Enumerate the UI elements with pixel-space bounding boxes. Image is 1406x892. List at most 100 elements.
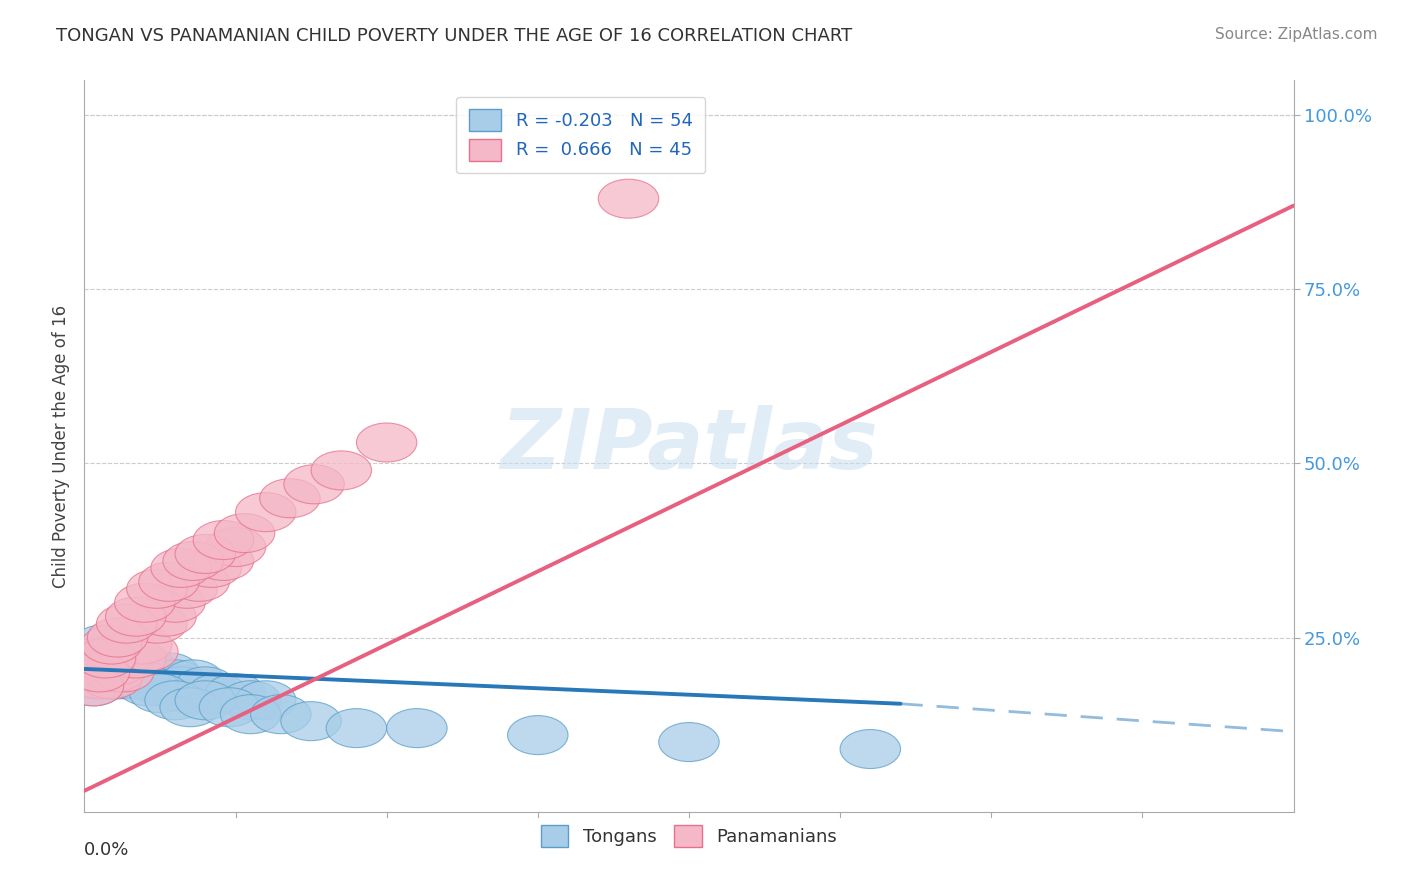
Ellipse shape: [84, 653, 145, 692]
Ellipse shape: [76, 639, 136, 678]
Ellipse shape: [599, 179, 659, 219]
Ellipse shape: [69, 639, 129, 678]
Ellipse shape: [659, 723, 720, 762]
Ellipse shape: [72, 625, 132, 664]
Ellipse shape: [118, 632, 179, 671]
Ellipse shape: [157, 673, 218, 713]
Ellipse shape: [157, 569, 218, 608]
Ellipse shape: [60, 653, 121, 692]
Ellipse shape: [214, 514, 274, 552]
Ellipse shape: [66, 646, 127, 685]
Ellipse shape: [281, 702, 342, 740]
Ellipse shape: [150, 549, 211, 588]
Ellipse shape: [82, 646, 142, 685]
Ellipse shape: [236, 492, 297, 532]
Ellipse shape: [87, 660, 148, 698]
Ellipse shape: [105, 597, 166, 636]
Y-axis label: Child Poverty Under the Age of 16: Child Poverty Under the Age of 16: [52, 304, 70, 588]
Ellipse shape: [145, 660, 205, 698]
Ellipse shape: [93, 646, 153, 685]
Ellipse shape: [169, 562, 229, 601]
Ellipse shape: [76, 653, 136, 692]
Ellipse shape: [87, 618, 148, 657]
Ellipse shape: [69, 660, 129, 698]
Ellipse shape: [139, 562, 200, 601]
Ellipse shape: [84, 646, 145, 685]
Ellipse shape: [105, 646, 166, 685]
Ellipse shape: [97, 660, 157, 698]
Ellipse shape: [108, 660, 169, 698]
Ellipse shape: [205, 673, 266, 713]
Ellipse shape: [174, 667, 236, 706]
Ellipse shape: [111, 625, 172, 664]
Text: 0.0%: 0.0%: [84, 841, 129, 859]
Ellipse shape: [60, 639, 121, 678]
Text: ZIPatlas: ZIPatlas: [501, 406, 877, 486]
Ellipse shape: [187, 673, 247, 713]
Ellipse shape: [115, 646, 176, 685]
Ellipse shape: [200, 688, 260, 727]
Ellipse shape: [205, 527, 266, 566]
Ellipse shape: [100, 632, 160, 671]
Ellipse shape: [193, 521, 253, 559]
Ellipse shape: [311, 450, 371, 490]
Ellipse shape: [387, 708, 447, 747]
Ellipse shape: [79, 646, 139, 685]
Ellipse shape: [236, 681, 297, 720]
Ellipse shape: [69, 653, 129, 692]
Ellipse shape: [357, 423, 418, 462]
Ellipse shape: [145, 583, 205, 623]
Ellipse shape: [127, 604, 187, 643]
Legend: Tongans, Panamanians: Tongans, Panamanians: [534, 817, 844, 854]
Ellipse shape: [129, 673, 190, 713]
Ellipse shape: [82, 625, 142, 664]
Ellipse shape: [508, 715, 568, 755]
Ellipse shape: [97, 604, 157, 643]
Ellipse shape: [76, 639, 136, 678]
Ellipse shape: [221, 681, 281, 720]
Ellipse shape: [100, 646, 160, 685]
Text: Source: ZipAtlas.com: Source: ZipAtlas.com: [1215, 27, 1378, 42]
Ellipse shape: [66, 646, 127, 685]
Ellipse shape: [63, 667, 124, 706]
Ellipse shape: [90, 632, 150, 671]
Ellipse shape: [76, 653, 136, 692]
Ellipse shape: [90, 639, 150, 678]
Text: TONGAN VS PANAMANIAN CHILD POVERTY UNDER THE AGE OF 16 CORRELATION CHART: TONGAN VS PANAMANIAN CHILD POVERTY UNDER…: [56, 27, 852, 45]
Ellipse shape: [193, 541, 253, 581]
Ellipse shape: [150, 667, 211, 706]
Ellipse shape: [174, 534, 236, 574]
Ellipse shape: [326, 708, 387, 747]
Ellipse shape: [87, 653, 148, 692]
Ellipse shape: [136, 597, 197, 636]
Ellipse shape: [111, 653, 172, 692]
Ellipse shape: [250, 695, 311, 734]
Ellipse shape: [163, 660, 224, 698]
Ellipse shape: [174, 681, 236, 720]
Ellipse shape: [93, 653, 153, 692]
Ellipse shape: [841, 730, 901, 769]
Ellipse shape: [139, 653, 200, 692]
Ellipse shape: [127, 569, 187, 608]
Ellipse shape: [181, 549, 242, 588]
Ellipse shape: [284, 465, 344, 504]
Ellipse shape: [221, 695, 281, 734]
Ellipse shape: [69, 653, 129, 692]
Ellipse shape: [260, 479, 321, 517]
Ellipse shape: [105, 639, 166, 678]
Ellipse shape: [63, 653, 124, 692]
Ellipse shape: [127, 660, 187, 698]
Ellipse shape: [108, 660, 169, 698]
Ellipse shape: [103, 653, 163, 692]
Ellipse shape: [72, 639, 132, 678]
Ellipse shape: [82, 660, 142, 698]
Ellipse shape: [163, 541, 224, 581]
Ellipse shape: [82, 639, 142, 678]
Ellipse shape: [132, 667, 193, 706]
Ellipse shape: [79, 660, 139, 698]
Ellipse shape: [87, 646, 148, 685]
Ellipse shape: [145, 681, 205, 720]
Ellipse shape: [100, 639, 160, 678]
Ellipse shape: [93, 653, 153, 692]
Ellipse shape: [115, 583, 176, 623]
